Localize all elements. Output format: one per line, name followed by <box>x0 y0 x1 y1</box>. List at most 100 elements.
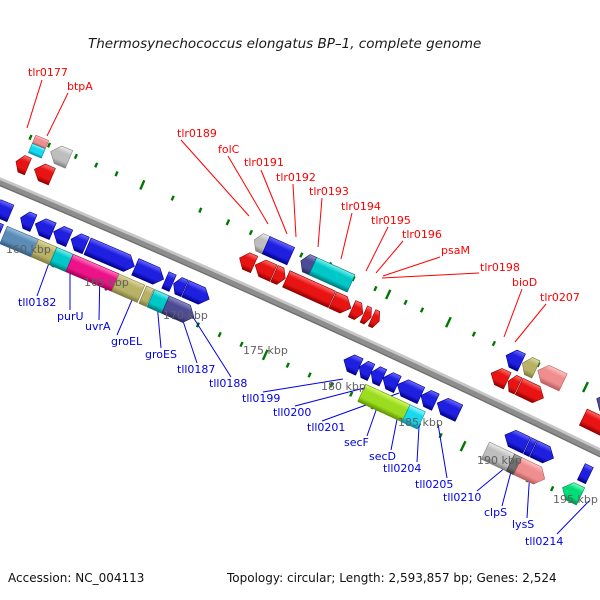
gene-arrow-red <box>579 408 600 443</box>
gene-arrow-blue <box>34 218 57 240</box>
gene-arrow-red <box>270 265 286 285</box>
feature-tick <box>28 134 33 141</box>
feature-tick <box>46 142 52 148</box>
gene-arrow-silver <box>50 145 74 169</box>
genome-stats-text: Topology: circular; Length: 2,593,857 bp… <box>227 571 557 585</box>
label-leader-line <box>437 423 448 479</box>
feature-tick <box>373 285 378 292</box>
feature-tick <box>170 195 175 201</box>
gene-arrow-khaki <box>138 285 155 307</box>
gene-arrow-darkslate <box>161 295 195 323</box>
gene-arrow-khaki <box>111 273 146 303</box>
feature-tick <box>349 391 354 397</box>
label-leader-line <box>292 183 297 238</box>
gene-arrow-red <box>34 163 56 186</box>
feature-tick <box>444 316 452 328</box>
label-leader-line <box>260 169 288 235</box>
feature-tick <box>329 382 334 388</box>
gene-arrow-blue <box>529 440 554 464</box>
feature-tick <box>261 349 269 361</box>
feature-tick <box>94 162 99 168</box>
gene-arrow-red <box>347 300 364 320</box>
gene-arrow-aqua <box>401 404 426 430</box>
label-leader-line <box>227 155 269 225</box>
label-leader-line <box>192 316 232 378</box>
genome-backbone <box>0 184 600 458</box>
label-leader-line <box>514 303 547 343</box>
label-leader-line <box>340 212 353 260</box>
gene-arrow-blue <box>523 437 538 457</box>
gene-arrow-red <box>282 270 336 308</box>
gene-arrow-blue <box>0 219 4 243</box>
gene-arrow-aqua <box>28 143 46 159</box>
feature-tick <box>139 179 146 190</box>
gene-arrow-red <box>507 375 523 395</box>
gene-arrow-blue <box>83 237 135 272</box>
feature-tick <box>217 331 222 338</box>
gene-arrow-blue <box>53 226 74 247</box>
gene-arrow-darkslate <box>596 393 600 421</box>
feature-tick <box>419 307 425 313</box>
label-leader-line <box>262 378 344 393</box>
gene-arrow-blue <box>0 199 15 223</box>
figure-title: Thermosynechococcus elongatus BP–1, comp… <box>88 36 482 52</box>
gene-arrow-blue <box>420 390 440 411</box>
gene-arrow-khaki <box>522 357 541 379</box>
feature-tick <box>459 440 467 452</box>
feature-tick <box>471 331 477 337</box>
gene-arrow-blue <box>504 429 531 454</box>
gene-arrow-blue <box>181 280 210 305</box>
gene-arrow-blue <box>261 236 295 266</box>
gene-arrow-blue <box>577 463 594 485</box>
feature-tick <box>114 171 119 177</box>
feature-tick <box>299 252 304 258</box>
gene-arrow-salmon <box>513 457 546 485</box>
feature-tick <box>582 381 589 393</box>
gene-arrow-blue <box>20 211 38 232</box>
label-leader-line <box>503 288 523 338</box>
gene-arrow-blue <box>436 397 464 422</box>
gene-arrow-blue <box>70 233 90 255</box>
label-leader-line <box>365 226 389 272</box>
feature-tick <box>239 341 244 348</box>
gene-arrow-blue <box>131 258 164 285</box>
gene-arrow-red <box>15 155 32 176</box>
feature-tick <box>385 289 392 300</box>
gene-arrow-red <box>367 309 381 329</box>
label-leader-line <box>180 139 250 217</box>
gene-arrow-darkslate <box>300 254 317 276</box>
label-leader-line <box>381 272 480 279</box>
gene-arrow-red <box>328 291 352 314</box>
gene-arrow-blue <box>505 349 526 372</box>
label-leader-line <box>375 240 404 274</box>
gene-arrow-blue <box>370 366 388 387</box>
gene-arrow-springgreen <box>562 482 585 506</box>
label-leader-line <box>556 500 590 535</box>
label-leader-line <box>294 386 369 407</box>
gene-arrow-red <box>359 305 372 325</box>
feature-tick <box>307 372 312 378</box>
gene-arrow-salmon <box>537 364 568 392</box>
label-leader-line <box>317 197 323 248</box>
gene-arrow-red <box>514 377 544 403</box>
gene-arrow-cyan <box>308 257 356 293</box>
gene-arrow-blue <box>382 372 402 393</box>
gene-arrow-red <box>254 259 278 282</box>
feature-tick <box>248 229 254 236</box>
gene-arrow-blue <box>358 361 376 381</box>
genome-backbone <box>0 180 600 458</box>
gene-arrow-blue <box>343 354 364 376</box>
feature-tick <box>225 219 231 226</box>
feature-tick <box>285 362 290 368</box>
gene-arrow-red <box>490 368 512 390</box>
feature-tick <box>491 340 497 347</box>
gene-arrow-silver <box>253 233 271 255</box>
label-leader-line <box>26 79 43 129</box>
gene-arrow-red <box>239 252 259 274</box>
feature-tick <box>403 299 408 306</box>
feature-tick <box>198 207 203 213</box>
gene-arrow-blue <box>161 271 177 292</box>
gene-arrow-blue <box>397 379 426 404</box>
